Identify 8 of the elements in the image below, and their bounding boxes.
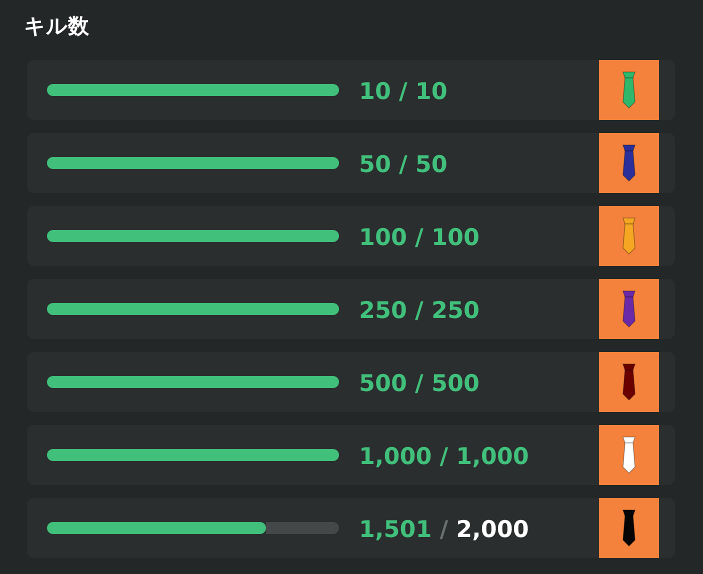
annotation: 50 / 50	[359, 152, 448, 178]
title: キル数	[24, 14, 89, 38]
annotation: 100 / 100	[359, 225, 480, 251]
annotation: 1,000 / 1,000	[359, 444, 529, 470]
annotation: 500 / 500	[359, 371, 480, 397]
annotation: 1,501 / 2,000	[359, 517, 529, 543]
annotation: 250 / 250	[359, 298, 480, 324]
annotation: 10 / 10	[359, 79, 448, 105]
